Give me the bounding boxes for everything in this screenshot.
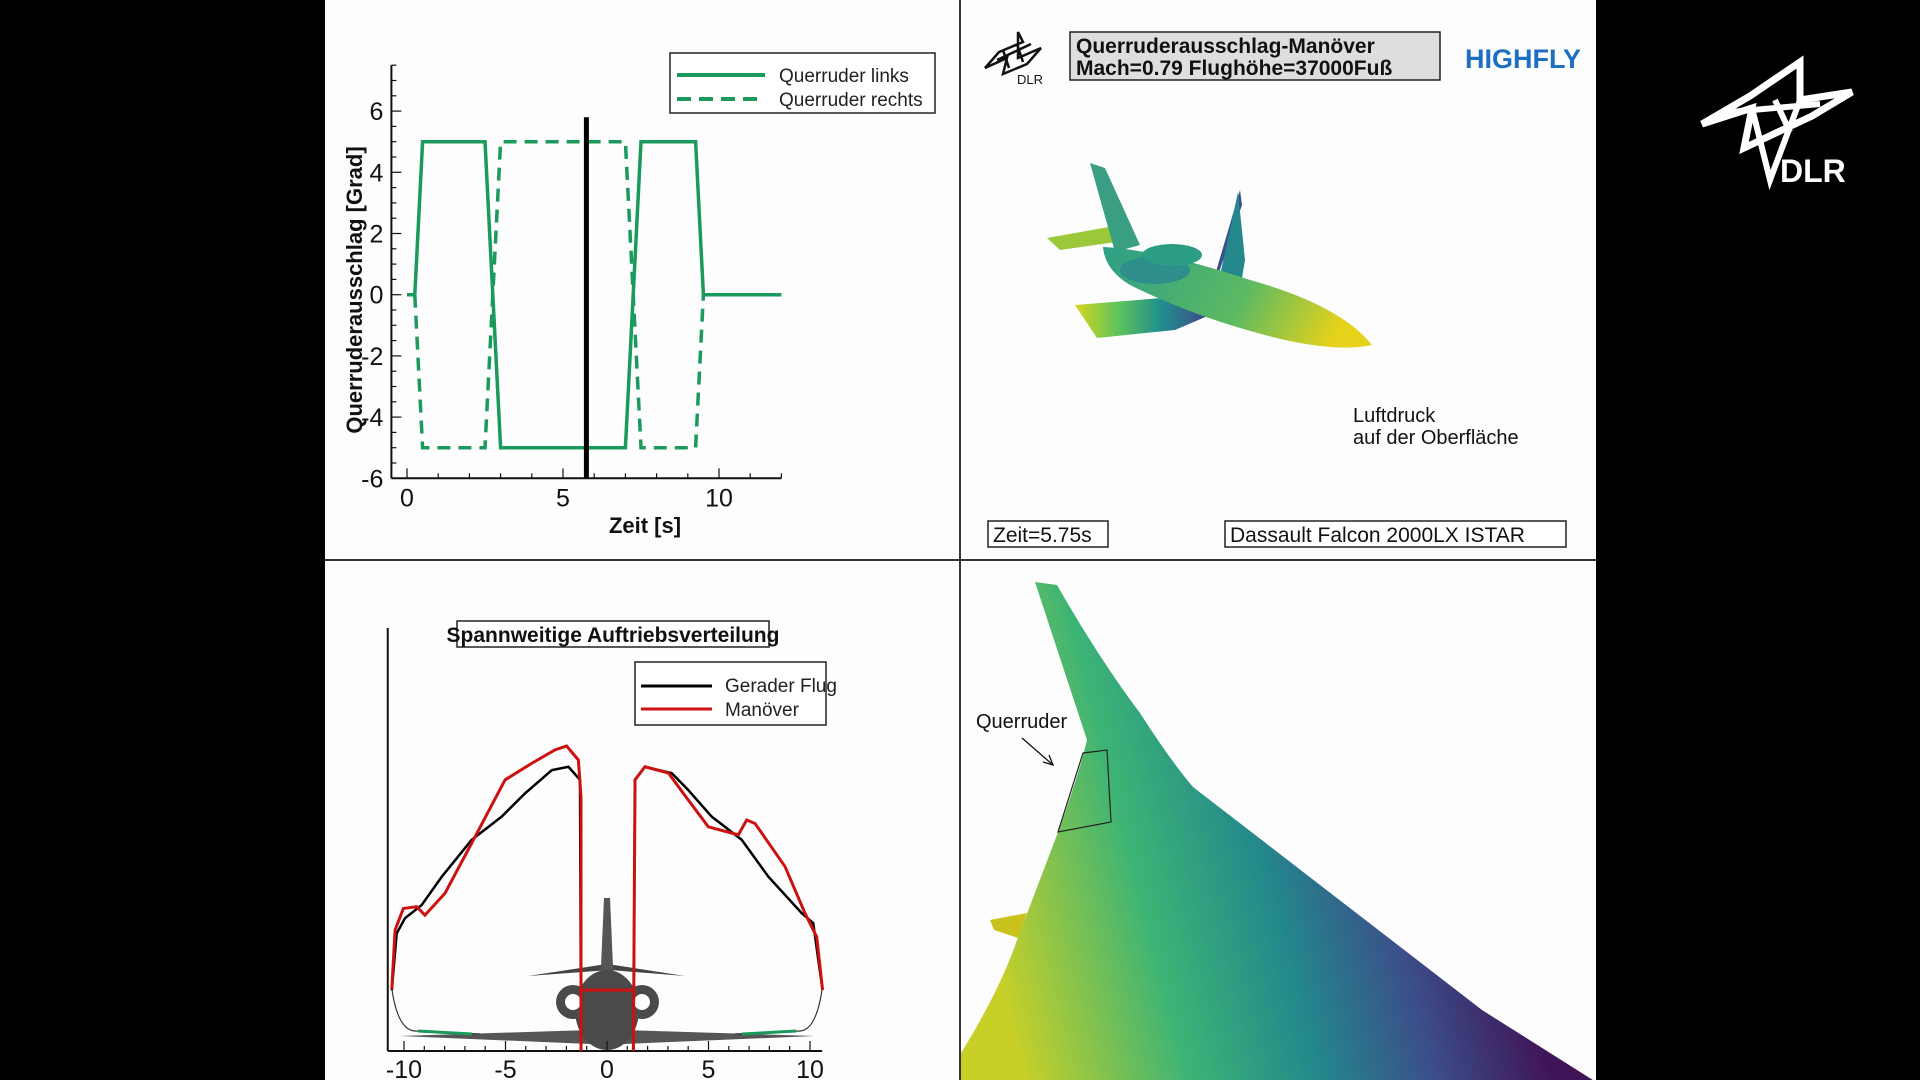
wing-closeup-panel: Querruder <box>961 582 1593 1080</box>
series-line-dashed <box>413 139 706 450</box>
x-tick-label: 10 <box>705 484 733 512</box>
y-tick-label: 2 <box>369 221 383 249</box>
x-tick-label: -5 <box>494 1056 516 1080</box>
legend-label-straight-flight: Gerader Flug <box>725 676 837 697</box>
aileron-marker-right <box>741 1029 797 1036</box>
y-tick-label: 6 <box>369 98 383 126</box>
y-tick-label: -2 <box>361 343 383 371</box>
svg-text:Dassault Falcon 2000LX ISTAR: Dassault Falcon 2000LX ISTAR <box>1230 524 1525 547</box>
wing-surface <box>961 582 1593 1080</box>
svg-text:DLR: DLR <box>1017 72 1043 87</box>
aileron-label: Querruder <box>976 711 1067 733</box>
legend-label-rechts: Querruder rechts <box>779 90 923 111</box>
chart1-series <box>407 117 782 479</box>
y-tick-label: -6 <box>361 465 383 493</box>
x-tick-label: 0 <box>600 1056 614 1080</box>
aircraft-name-box: Dassault Falcon 2000LX ISTAR <box>1224 520 1567 548</box>
aileron-deflection-chart: 0 5 10 -6 -4 -2 0 2 4 6 Zeit [s] Querruderausschl… <box>342 52 936 538</box>
chart1-ylabel: Querruderausschlag [Grad] <box>342 146 367 433</box>
y-tick-label: -4 <box>361 404 383 432</box>
dlr-logo-small: DLR <box>984 31 1043 87</box>
arrow-icon <box>1021 737 1055 767</box>
svg-text:DLR: DLR <box>1780 153 1846 189</box>
x-tick-label: -10 <box>386 1056 422 1080</box>
pressure-label-line2: auf der Oberfläche <box>1353 427 1519 449</box>
aircraft-pressure-render <box>1047 163 1372 348</box>
svg-text:Zeit=5.75s: Zeit=5.75s <box>993 524 1092 547</box>
time-label-box: Zeit=5.75s <box>987 520 1109 548</box>
chart2-series <box>390 744 825 1052</box>
x-tick-label: 10 <box>796 1056 824 1080</box>
legend-label-links: Querruder links <box>779 66 909 87</box>
maneuver-title-line1: Querruderausschlag-Manöver <box>1076 35 1375 58</box>
dlr-logo-large: DLR <box>1700 55 1854 191</box>
chart2-legend: Gerader Flug Manöver <box>634 661 837 726</box>
highfly-logo: HIGHFLY <box>1465 44 1581 74</box>
maneuver-title-line2: Mach=0.79 Flughöhe=37000Fuß <box>1076 57 1392 80</box>
series-line-solid <box>407 139 782 450</box>
series-maneuver-left <box>390 744 583 1051</box>
x-tick-label: 5 <box>556 484 570 512</box>
y-tick-label: 0 <box>369 282 383 310</box>
svg-text:Spannweitige Auftriebsverteilu: Spannweitige Auftriebsverteilung <box>447 624 780 647</box>
wing-outline <box>391 989 823 1035</box>
x-tick-label: 5 <box>702 1056 716 1080</box>
wing-fence <box>990 913 1027 938</box>
lift-distribution-chart: -10 -5 0 5 10 Spannweitige Auftriebsverteilu… <box>386 620 837 1080</box>
aircraft-3d-panel: DLR Querruderausschlag-Manöver Mach=0.79… <box>984 31 1581 548</box>
y-tick-label: 4 <box>369 159 383 187</box>
chart2-title-box: Spannweitige Auftriebsverteilung <box>447 620 780 648</box>
chart2-axes: -10 -5 0 5 10 <box>386 628 824 1080</box>
pressure-label-line1: Luftdruck <box>1353 405 1436 427</box>
aileron-outline <box>1057 749 1112 833</box>
series-maneuver-right <box>631 765 825 1052</box>
x-tick-label: 0 <box>400 484 414 512</box>
aileron-marker-left <box>417 1029 473 1036</box>
series-straight-flight-left <box>390 765 583 1052</box>
legend-label-maneuver: Manöver <box>725 700 800 721</box>
chart1-xlabel: Zeit [s] <box>609 513 681 538</box>
chart1-legend: Querruder links Querruder rechts <box>669 52 936 114</box>
maneuver-title-box: Querruderausschlag-Manöver Mach=0.79 Flu… <box>1069 31 1441 81</box>
